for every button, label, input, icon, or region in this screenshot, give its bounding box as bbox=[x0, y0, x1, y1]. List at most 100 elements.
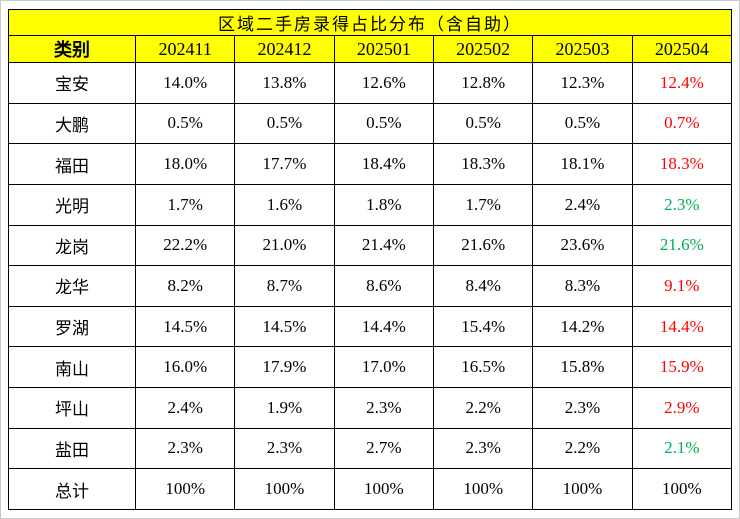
value-cell: 0.7% bbox=[631, 102, 733, 145]
value-cell: 1.7% bbox=[134, 183, 236, 226]
column-header: 202504 bbox=[631, 35, 733, 63]
column-header: 202501 bbox=[333, 35, 434, 63]
value-cell: 0.5% bbox=[432, 102, 534, 145]
value-cell: 15.9% bbox=[631, 346, 733, 388]
value-cell: 18.1% bbox=[532, 143, 633, 185]
column-header: 202503 bbox=[532, 35, 633, 63]
title-row: 区域二手房录得占比分布（含自助） bbox=[8, 9, 732, 36]
value-cell: 100% bbox=[432, 468, 534, 510]
table-title: 区域二手房录得占比分布（含自助） bbox=[8, 9, 732, 36]
value-cell: 2.3% bbox=[234, 427, 335, 470]
value-cell: 100% bbox=[333, 468, 434, 510]
value-cell: 14.2% bbox=[532, 305, 633, 348]
value-cell: 8.3% bbox=[532, 265, 633, 307]
column-header: 202412 bbox=[234, 35, 335, 63]
table-row: 南山 16.0% 17.9% 17.0% 16.5% 15.8% 15.9% bbox=[8, 346, 733, 388]
value-cell: 2.3% bbox=[631, 183, 733, 226]
row-label: 总计 bbox=[8, 468, 136, 510]
value-cell: 16.0% bbox=[134, 346, 236, 388]
table-row: 龙华 8.2% 8.7% 8.6% 8.4% 8.3% 9.1% bbox=[8, 265, 733, 307]
value-cell: 2.1% bbox=[631, 427, 733, 470]
value-cell: 13.8% bbox=[234, 62, 335, 104]
value-cell: 0.5% bbox=[234, 102, 335, 145]
value-cell: 1.7% bbox=[432, 183, 534, 226]
row-label: 大鹏 bbox=[8, 102, 136, 145]
value-cell: 15.4% bbox=[432, 305, 534, 348]
value-cell: 18.3% bbox=[631, 143, 733, 185]
value-cell: 12.8% bbox=[432, 62, 534, 104]
value-cell: 12.3% bbox=[532, 62, 633, 104]
value-cell: 1.8% bbox=[333, 183, 434, 226]
value-cell: 1.9% bbox=[234, 387, 335, 429]
column-header-category: 类别 bbox=[8, 35, 136, 63]
value-cell: 18.4% bbox=[333, 143, 434, 185]
value-cell: 2.2% bbox=[432, 387, 534, 429]
row-label: 福田 bbox=[8, 143, 136, 185]
table-row: 宝安 14.0% 13.8% 12.6% 12.8% 12.3% 12.4% bbox=[8, 62, 733, 104]
value-cell: 100% bbox=[134, 468, 236, 510]
row-label: 龙华 bbox=[8, 265, 136, 307]
table-row: 龙岗 22.2% 21.0% 21.4% 21.6% 23.6% 21.6% bbox=[8, 224, 733, 267]
value-cell: 21.0% bbox=[234, 224, 335, 267]
row-label: 盐田 bbox=[8, 427, 136, 470]
table-row: 坪山 2.4% 1.9% 2.3% 2.2% 2.3% 2.9% bbox=[8, 387, 733, 429]
value-cell: 8.7% bbox=[234, 265, 335, 307]
value-cell: 18.3% bbox=[432, 143, 534, 185]
table-row: 罗湖 14.5% 14.5% 14.4% 15.4% 14.2% 14.4% bbox=[8, 305, 733, 348]
row-label: 罗湖 bbox=[8, 305, 136, 348]
value-cell: 17.0% bbox=[333, 346, 434, 388]
value-cell: 12.6% bbox=[333, 62, 434, 104]
value-cell: 16.5% bbox=[432, 346, 534, 388]
table-row: 光明 1.7% 1.6% 1.8% 1.7% 2.4% 2.3% bbox=[8, 183, 733, 226]
table-row: 大鹏 0.5% 0.5% 0.5% 0.5% 0.5% 0.7% bbox=[8, 102, 733, 145]
value-cell: 14.4% bbox=[631, 305, 733, 348]
table-row: 总计 100% 100% 100% 100% 100% 100% bbox=[8, 468, 733, 510]
value-cell: 15.8% bbox=[532, 346, 633, 388]
value-cell: 21.6% bbox=[432, 224, 534, 267]
value-cell: 14.0% bbox=[134, 62, 236, 104]
value-cell: 2.9% bbox=[631, 387, 733, 429]
value-cell: 100% bbox=[532, 468, 633, 510]
row-label: 南山 bbox=[8, 346, 136, 388]
value-cell: 8.4% bbox=[432, 265, 534, 307]
row-label: 坪山 bbox=[8, 387, 136, 429]
table-row: 盐田 2.3% 2.3% 2.7% 2.3% 2.2% 2.1% bbox=[8, 427, 733, 470]
value-cell: 8.2% bbox=[134, 265, 236, 307]
row-label: 龙岗 bbox=[8, 224, 136, 267]
value-cell: 0.5% bbox=[532, 102, 633, 145]
value-cell: 100% bbox=[631, 468, 733, 510]
value-cell: 8.6% bbox=[333, 265, 434, 307]
column-header: 202502 bbox=[432, 35, 534, 63]
value-cell: 2.7% bbox=[333, 427, 434, 470]
value-cell: 2.4% bbox=[134, 387, 236, 429]
value-cell: 14.5% bbox=[234, 305, 335, 348]
row-label: 宝安 bbox=[8, 62, 136, 104]
value-cell: 2.3% bbox=[432, 427, 534, 470]
value-cell: 17.7% bbox=[234, 143, 335, 185]
table-row: 福田 18.0% 17.7% 18.4% 18.3% 18.1% 18.3% bbox=[8, 143, 733, 185]
value-cell: 14.4% bbox=[333, 305, 434, 348]
column-header: 202411 bbox=[134, 35, 236, 63]
value-cell: 2.3% bbox=[134, 427, 236, 470]
value-cell: 22.2% bbox=[134, 224, 236, 267]
value-cell: 0.5% bbox=[134, 102, 236, 145]
value-cell: 18.0% bbox=[134, 143, 236, 185]
value-cell: 17.9% bbox=[234, 346, 335, 388]
value-cell: 0.5% bbox=[333, 102, 434, 145]
row-label: 光明 bbox=[8, 183, 136, 226]
value-cell: 9.1% bbox=[631, 265, 733, 307]
value-cell: 2.3% bbox=[333, 387, 434, 429]
value-cell: 2.3% bbox=[532, 387, 633, 429]
value-cell: 1.6% bbox=[234, 183, 335, 226]
value-cell: 2.4% bbox=[532, 183, 633, 226]
value-cell: 21.4% bbox=[333, 224, 434, 267]
district-share-table: 区域二手房录得占比分布（含自助） 类别 202411 202412 202501 202… bbox=[8, 9, 733, 510]
header-row: 类别 202411 202412 202501 202502 202503 202504 bbox=[8, 35, 733, 63]
value-cell: 21.6% bbox=[631, 224, 733, 267]
value-cell: 14.5% bbox=[134, 305, 236, 348]
value-cell: 12.4% bbox=[631, 62, 733, 104]
value-cell: 23.6% bbox=[532, 224, 633, 267]
table-body: 宝安 14.0% 13.8% 12.6% 12.8% 12.3% 12.4% 大鹏 0.5% 0.… bbox=[8, 62, 733, 510]
value-cell: 2.2% bbox=[532, 427, 633, 470]
